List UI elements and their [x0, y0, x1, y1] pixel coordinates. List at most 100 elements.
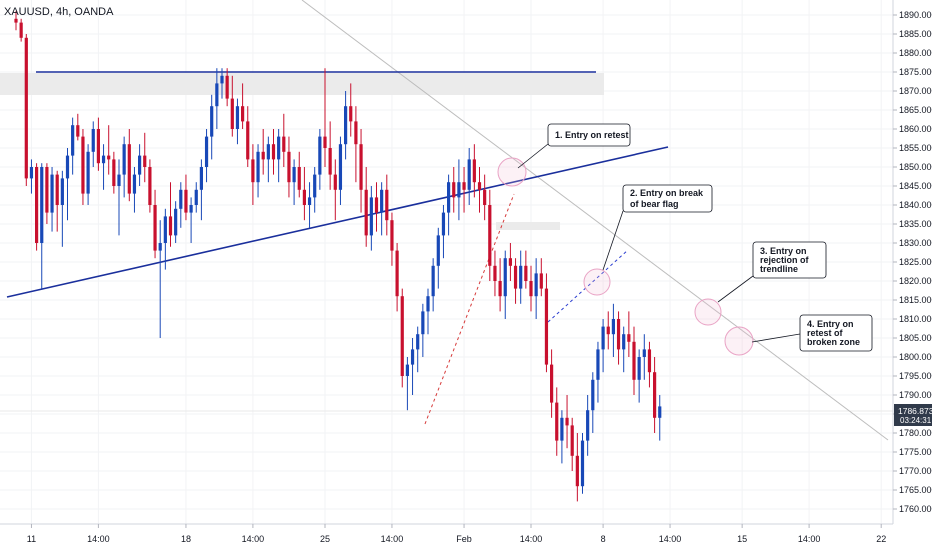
- candle-body: [81, 136, 85, 194]
- y-tick-label: 1775.000: [899, 447, 932, 457]
- candle-body: [611, 319, 615, 335]
- candle-body: [560, 417, 564, 441]
- candle-body: [400, 296, 404, 376]
- candle-body: [204, 136, 209, 167]
- candles: [14, 11, 662, 502]
- entry-circle-2: [583, 268, 611, 296]
- candle-body: [132, 174, 137, 194]
- candle-body: [35, 167, 39, 243]
- x-tick-label: Feb: [456, 534, 472, 544]
- y-tick-label: 1845.000: [899, 181, 932, 191]
- candle-body: [431, 265, 435, 297]
- candle-body: [385, 189, 389, 221]
- candle-body: [215, 83, 219, 107]
- time-axis[interactable]: 11 14:00 18 14:00 25 14:00 Feb 14:00 8 14:00 15 14:…: [27, 524, 932, 544]
- candle-body: [153, 205, 157, 251]
- y-tick-label: 1825.000: [899, 257, 932, 267]
- candle-body: [91, 129, 95, 152]
- y-tick-label: 1810.000: [899, 314, 932, 324]
- candle-body: [483, 189, 487, 205]
- y-tick-label: 1855.000: [899, 143, 932, 153]
- callout-pointer-4: [751, 333, 801, 343]
- countdown-label: 03:24:31: [900, 416, 932, 425]
- callout-pointer-1: [517, 143, 549, 169]
- x-tick-label: 14:00: [798, 534, 821, 544]
- candle-body: [261, 151, 265, 160]
- candle-body: [241, 106, 245, 122]
- candle-body: [101, 155, 106, 164]
- candle-body: [570, 425, 574, 456]
- candle-body: [230, 98, 234, 129]
- candle-body: [565, 417, 569, 426]
- candle-body: [344, 106, 348, 145]
- candle-body: [199, 167, 203, 190]
- candle-body: [436, 235, 440, 266]
- callout-text-2a: 2. Entry on break: [630, 188, 704, 198]
- callout-text-1: 1. Entry on retest: [555, 130, 629, 140]
- candle-body: [235, 106, 240, 129]
- candle-body: [251, 159, 255, 183]
- candle-body: [447, 182, 451, 213]
- candle-body: [148, 167, 152, 205]
- candle-body: [477, 182, 482, 190]
- candle-body: [117, 174, 121, 186]
- candle-body: [225, 75, 229, 99]
- gridlines: [0, 0, 893, 524]
- candle-body: [138, 155, 142, 175]
- candle-body: [472, 159, 476, 183]
- candle-body: [606, 326, 610, 335]
- candle-body: [189, 205, 193, 213]
- candle-body: [601, 326, 605, 350]
- candle-body: [452, 182, 456, 198]
- y-tick-label: 1820.000: [899, 276, 932, 286]
- candle-body: [534, 273, 538, 297]
- candle-body: [637, 357, 641, 380]
- candle-body: [127, 144, 131, 194]
- candle-body: [642, 349, 646, 357]
- candle-body: [647, 349, 652, 373]
- x-tick-label: 14:00: [381, 534, 404, 544]
- candle-body: [328, 148, 332, 175]
- symbol-label[interactable]: XAUUSD, 4h, OANDA: [4, 6, 114, 18]
- candle-body: [369, 197, 373, 236]
- candle-body: [292, 167, 296, 183]
- candle-body: [349, 106, 353, 122]
- entry-circle-3: [694, 298, 722, 326]
- current-price-tag: 1786.873 03:24:31: [894, 404, 932, 426]
- candle-body: [266, 144, 270, 160]
- candle-body: [575, 455, 579, 487]
- candle-body: [544, 288, 549, 365]
- y-tick-label: 1860.000: [899, 124, 932, 134]
- candle-body: [591, 379, 595, 411]
- y-tick-label: 1840.000: [899, 200, 932, 210]
- candle-body: [14, 18, 18, 23]
- candle-body: [184, 189, 188, 213]
- candle-body: [60, 178, 64, 205]
- candle-body: [112, 159, 116, 186]
- candle-body: [19, 22, 23, 38]
- candle-body: [333, 174, 337, 190]
- candle-body: [410, 349, 415, 365]
- candle-body: [462, 182, 466, 190]
- candle-body: [50, 174, 54, 213]
- candle-body: [45, 167, 49, 213]
- x-tick-label: 22: [876, 534, 886, 544]
- candle-body: [86, 151, 90, 194]
- price-axis[interactable]: 1890.000 1885.000 1880.000 1875.000 1870.000…: [893, 10, 932, 514]
- callout-box-2: [622, 184, 713, 213]
- candle-body: [40, 167, 44, 243]
- y-tick-label: 1765.000: [899, 485, 932, 495]
- candle-body: [555, 402, 559, 441]
- candle-body: [354, 121, 358, 145]
- candle-body: [194, 189, 198, 205]
- ascending-trendline: [6, 146, 669, 298]
- candle-body: [307, 197, 312, 205]
- callout-text-3b: rejection of: [760, 255, 810, 265]
- x-tick-label: 14:00: [87, 534, 110, 544]
- y-tick-label: 1885.000: [899, 29, 932, 39]
- x-tick-label: 14:00: [520, 534, 543, 544]
- candle-body: [503, 258, 507, 297]
- candle-body: [596, 349, 600, 380]
- x-tick-label: 15: [737, 534, 747, 544]
- y-tick-label: 1865.000: [899, 105, 932, 115]
